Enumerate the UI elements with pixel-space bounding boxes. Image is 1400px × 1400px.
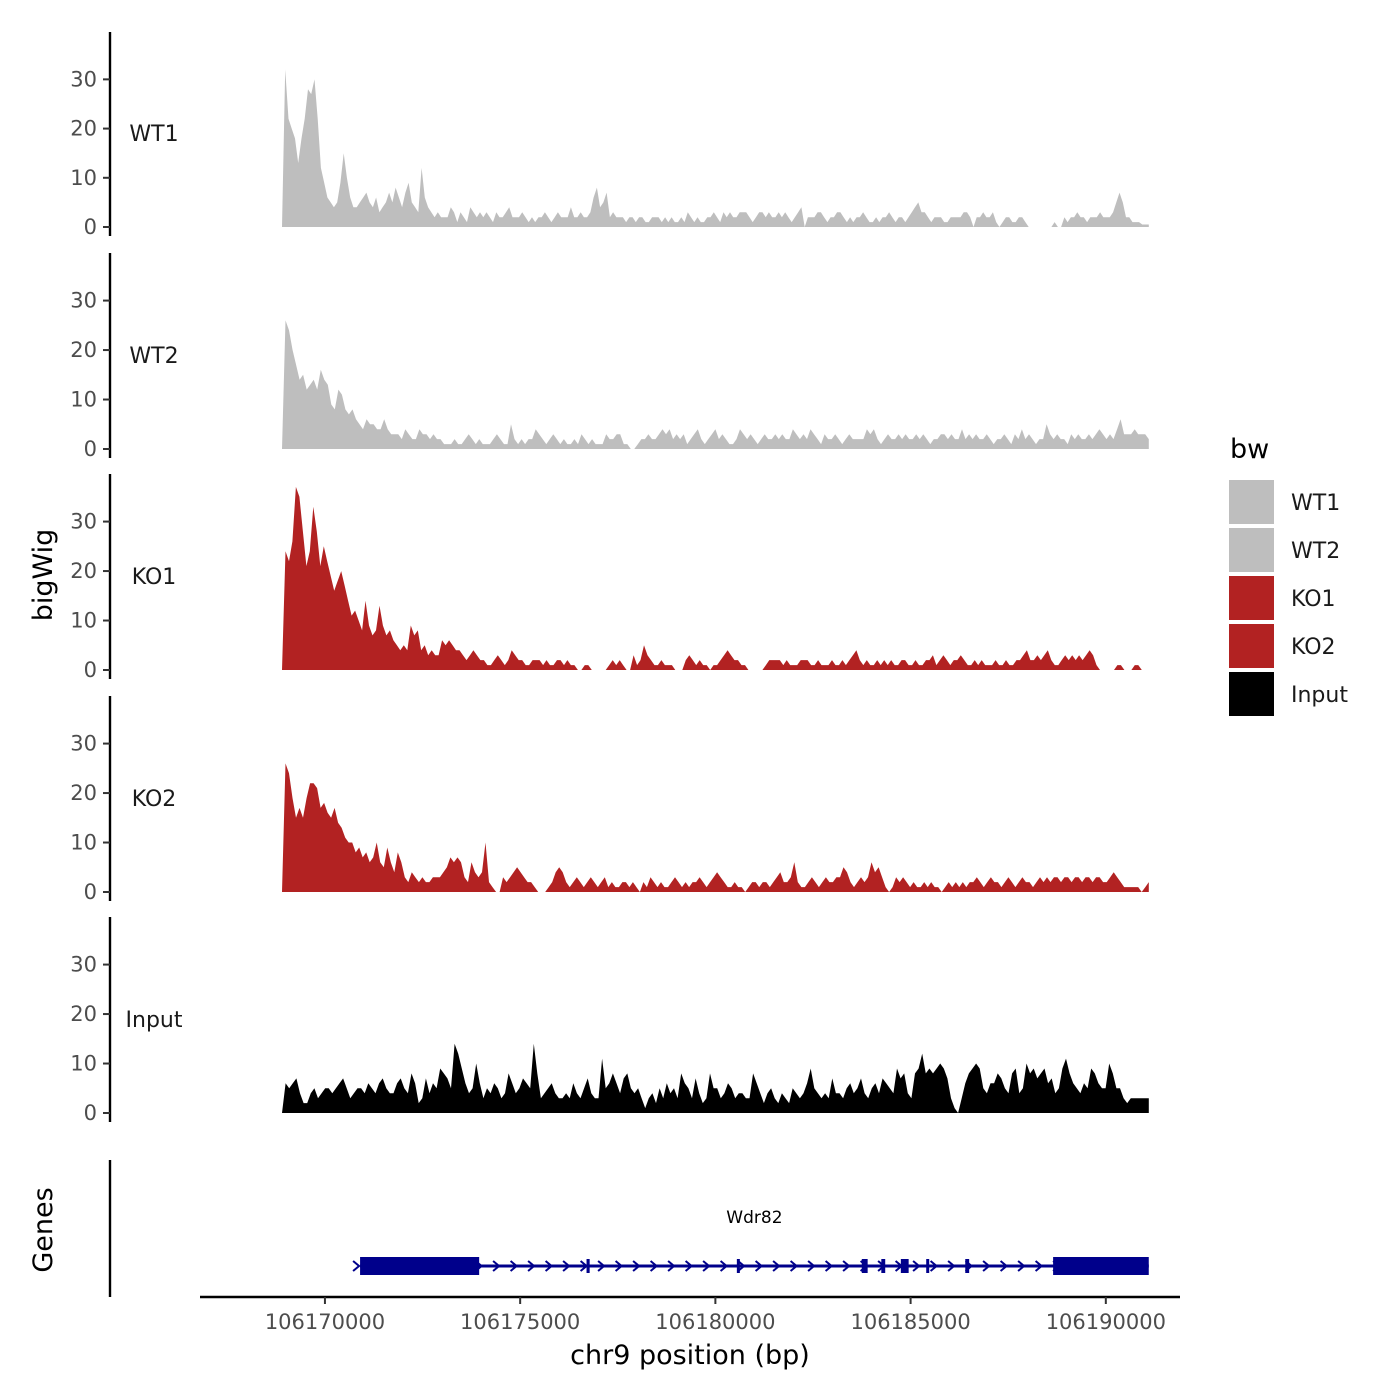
gene-exon — [965, 1259, 970, 1273]
strand-arrow — [1034, 1260, 1044, 1272]
strand-arrow — [824, 1260, 834, 1272]
gene-exon — [586, 1259, 590, 1273]
strand-arrow — [754, 1260, 764, 1272]
strand-arrow — [842, 1260, 851, 1272]
strand-arrow — [719, 1260, 729, 1272]
strand-arrow — [982, 1260, 991, 1272]
gene-label: Wdr82 — [726, 1208, 782, 1228]
x-tick-label: 106170000 — [265, 1310, 385, 1334]
strand-arrow — [509, 1260, 519, 1272]
gene-exon — [926, 1259, 930, 1273]
strand-arrow — [544, 1260, 554, 1272]
y-tick-label: 10 — [70, 388, 97, 412]
strand-arrow — [667, 1260, 676, 1272]
tracks-area: 0 10 20 30 WT1 0 10 20 30 WT2 0 10 20 30 KO1 0 10 20 30 KO2… — [70, 32, 1149, 1125]
strand-arrow — [999, 1260, 1009, 1272]
x-axis-title: chr9 position (bp) — [570, 1340, 810, 1371]
track-label: KO2 — [132, 787, 177, 812]
legend: bw WT1 WT2 KO1 KO2 Input — [1229, 434, 1348, 716]
y-tick-label: 0 — [84, 1101, 97, 1125]
y-tick-label: 30 — [70, 953, 97, 977]
signal-area-ko2 — [282, 763, 1149, 892]
track-label: WT2 — [129, 344, 178, 369]
track-ko1: 0 10 20 30 KO1 — [70, 474, 1149, 682]
strand-arrow — [632, 1260, 641, 1272]
gene-exon — [736, 1259, 740, 1273]
y-tick-label: 30 — [70, 732, 97, 756]
y-tick-label: 0 — [84, 215, 97, 239]
strand-arrow — [772, 1260, 781, 1272]
strand-arrow — [702, 1260, 711, 1272]
x-axis: 106170000 106175000 106180000 106185000 1061… — [200, 1295, 1180, 1334]
gene-exon — [881, 1259, 886, 1273]
strand-arrow — [492, 1260, 501, 1272]
legend-title: bw — [1230, 434, 1269, 465]
strand-arrow — [597, 1260, 606, 1272]
y-tick-label: 0 — [84, 437, 97, 461]
strand-arrow — [527, 1260, 536, 1272]
gene-exon — [900, 1259, 909, 1273]
signal-area-wt1 — [282, 69, 1149, 227]
strand-arrow — [912, 1260, 921, 1272]
y-tick-label: 20 — [70, 781, 97, 805]
y-tick-label: 10 — [70, 1052, 97, 1076]
y-tick-label: 30 — [70, 67, 97, 91]
legend-swatch-wt1 — [1229, 480, 1274, 524]
legend-swatch-input — [1229, 672, 1274, 716]
strand-arrow — [737, 1260, 746, 1272]
y-tick-label: 20 — [70, 559, 97, 583]
y-tick-label: 10 — [70, 166, 97, 190]
signal-area-wt2 — [282, 320, 1149, 449]
x-tick-label: 106175000 — [460, 1310, 580, 1334]
gene-exon — [861, 1259, 868, 1273]
strand-arrow — [789, 1260, 799, 1272]
strand-arrow — [352, 1260, 361, 1272]
track-label: Input — [126, 1008, 183, 1033]
y-tick-label: 20 — [70, 117, 97, 141]
track-label: WT1 — [129, 122, 178, 147]
legend-label-wt1: WT1 — [1291, 491, 1340, 516]
y-tick-label: 30 — [70, 510, 97, 534]
strand-arrow — [684, 1260, 694, 1272]
gene-wdr82: Wdr82 — [352, 1208, 1149, 1275]
y-tick-label: 10 — [70, 609, 97, 633]
strand-arrow — [807, 1260, 816, 1272]
strand-arrow — [614, 1260, 624, 1272]
y-tick-label: 30 — [70, 289, 97, 313]
legend-label-ko1: KO1 — [1291, 587, 1336, 612]
legend-label-wt2: WT2 — [1291, 539, 1340, 564]
strand-arrow — [649, 1260, 659, 1272]
y-tick-label: 20 — [70, 338, 97, 362]
y-tick-label: 0 — [84, 880, 97, 904]
legend-swatch-ko1 — [1229, 576, 1274, 620]
y-tick-label: 10 — [70, 831, 97, 855]
genes-axis-title: Genes — [28, 1187, 59, 1272]
x-tick-label: 106180000 — [655, 1310, 775, 1334]
genes-panel: Wdr82 — [108, 1160, 1149, 1297]
gene-exon — [1053, 1257, 1149, 1275]
strand-arrow — [1017, 1260, 1026, 1272]
y-axis-title: bigWig — [28, 529, 59, 622]
y-tick-label: 0 — [84, 658, 97, 682]
track-label: KO1 — [132, 565, 177, 590]
signal-area-input — [282, 1043, 1149, 1113]
x-tick-label: 106185000 — [850, 1310, 970, 1334]
strand-arrow — [947, 1260, 956, 1272]
strand-arrow — [562, 1260, 571, 1272]
track-ko2: 0 10 20 30 KO2 — [70, 696, 1149, 904]
track-input: 0 10 20 30 Input — [70, 917, 1149, 1125]
x-tick-label: 106190000 — [1046, 1310, 1166, 1334]
track-wt2: 0 10 20 30 WT2 — [70, 253, 1149, 461]
gene-exon — [360, 1257, 480, 1275]
legend-label-ko2: KO2 — [1291, 635, 1336, 660]
strand-arrow — [929, 1260, 939, 1272]
y-tick-label: 20 — [70, 1002, 97, 1026]
legend-swatch-wt2 — [1229, 528, 1274, 572]
track-wt1: 0 10 20 30 WT1 — [70, 32, 1149, 239]
signal-area-ko1 — [282, 486, 1149, 670]
legend-label-input: Input — [1291, 683, 1348, 708]
legend-swatch-ko2 — [1229, 624, 1274, 668]
